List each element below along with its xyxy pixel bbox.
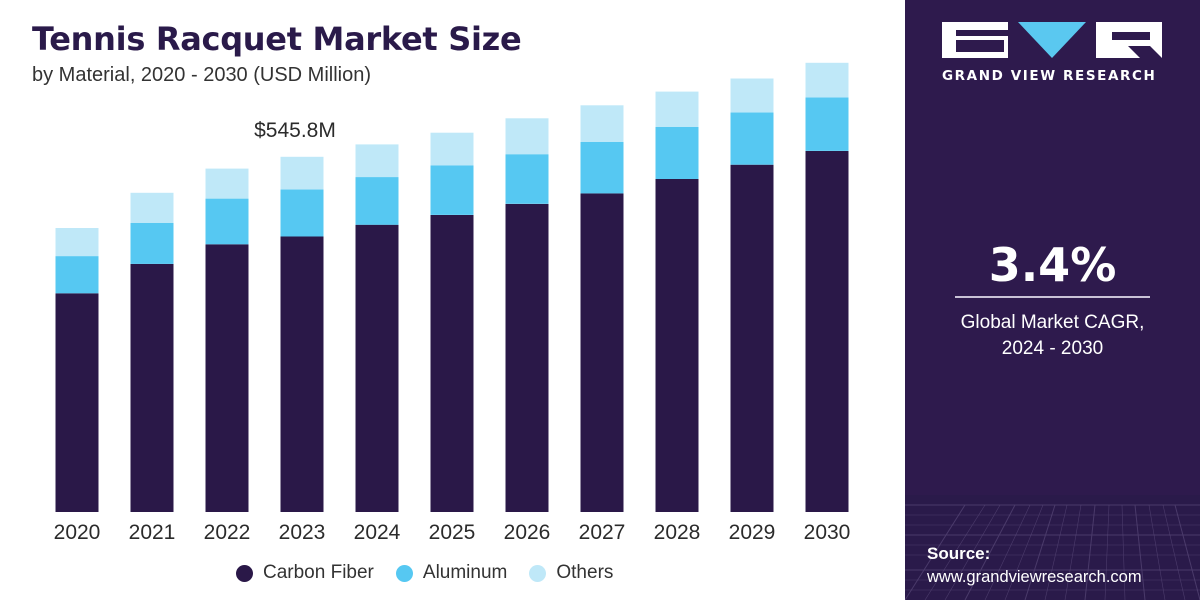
source-url[interactable]: www.grandviewresearch.com [927,568,1142,586]
bar-aluminum-2024 [355,177,399,225]
x-tick-label-2022: 2022 [204,521,251,544]
tennis-court-graphic [905,495,1200,600]
bar-carbon-fiber-2024 [355,224,399,512]
bar-aluminum-2021 [130,222,174,264]
bar-carbon-fiber-2030 [805,151,849,512]
chart-subtitle: by Material, 2020 - 2030 (USD Million) [32,64,372,86]
x-tick-label-2028: 2028 [654,521,701,544]
bar-others-2029 [730,78,774,113]
legend-swatch-aluminum [395,564,413,582]
bar-carbon-fiber-2020 [55,293,99,512]
bar-carbon-fiber-2026 [505,203,549,512]
legend-swatch-others [529,564,547,582]
bar-aluminum-2026 [505,154,549,204]
cagr-value: 3.4% [988,238,1117,292]
bar-carbon-fiber-2023 [280,236,324,512]
bar-others-2028 [655,91,699,127]
gvr-logo-mark [942,22,1162,58]
legend-label-carbon-fiber: Carbon Fiber [263,562,374,583]
bar-aluminum-2029 [730,112,774,165]
callout-label-2023: $545.8M [254,119,336,142]
x-tick-label-2030: 2030 [804,521,851,544]
cagr-label: Global Market CAGR, 2024 - 2030 [905,310,1200,362]
chart-legend: Carbon Fiber Aluminum Others [236,562,613,584]
bar-others-2020 [55,228,99,257]
bar-others-2025 [430,132,474,166]
x-tick-label-2020: 2020 [54,521,101,544]
brand-logo: GRAND VIEW RESEARCH [942,22,1162,84]
bar-others-2022 [205,168,249,199]
bar-carbon-fiber-2021 [130,263,174,512]
x-tick-label-2023: 2023 [279,521,326,544]
bar-others-2027 [580,105,624,142]
bar-carbon-fiber-2028 [655,179,699,512]
source-label: Source: [927,544,991,563]
x-tick-label-2027: 2027 [579,521,626,544]
brand-name: GRAND VIEW RESEARCH [942,68,1157,84]
bar-others-2026 [505,118,549,155]
x-tick-label-2024: 2024 [354,521,401,544]
bar-others-2024 [355,144,399,177]
bar-carbon-fiber-2027 [580,193,624,512]
bar-carbon-fiber-2029 [730,164,774,512]
bar-others-2021 [130,192,174,223]
info-panel: GRAND VIEW RESEARCH 3.4% Global Market C… [905,0,1200,600]
bar-carbon-fiber-2022 [205,244,249,513]
legend-item-others: Others [529,562,613,584]
legend-item-carbon-fiber: Carbon Fiber [236,562,374,584]
x-tick-label-2029: 2029 [729,521,776,544]
x-tick-label-2025: 2025 [429,521,476,544]
chart-area: Tennis Racquet Market Size by Material, … [32,20,851,584]
bar-aluminum-2028 [655,126,699,179]
legend-label-others: Others [556,562,614,583]
bar-others-2030 [805,62,849,98]
chart-title: Tennis Racquet Market Size [32,20,522,58]
bar-others-2023 [280,156,324,190]
bar-aluminum-2023 [280,189,324,237]
cagr-label-line1: Global Market CAGR, [960,312,1145,333]
legend-label-aluminum: Aluminum [422,562,508,583]
x-tick-label-2021: 2021 [129,521,176,544]
cagr-divider [955,296,1150,298]
bar-aluminum-2022 [205,198,249,245]
legend-swatch-carbon-fiber [236,564,253,582]
bar-aluminum-2020 [55,256,99,294]
stacked-bar-chart: 2020 2021 2022 2023 2024 2025 2026 2027 2028 2029… [54,62,851,544]
cagr-label-line2: 2024 - 2030 [1001,338,1104,359]
bar-aluminum-2030 [805,97,849,151]
bar-carbon-fiber-2025 [430,215,474,512]
x-tick-label-2026: 2026 [504,521,551,544]
legend-item-aluminum: Aluminum [395,562,508,584]
bar-aluminum-2025 [430,165,474,215]
bar-aluminum-2027 [580,141,624,194]
